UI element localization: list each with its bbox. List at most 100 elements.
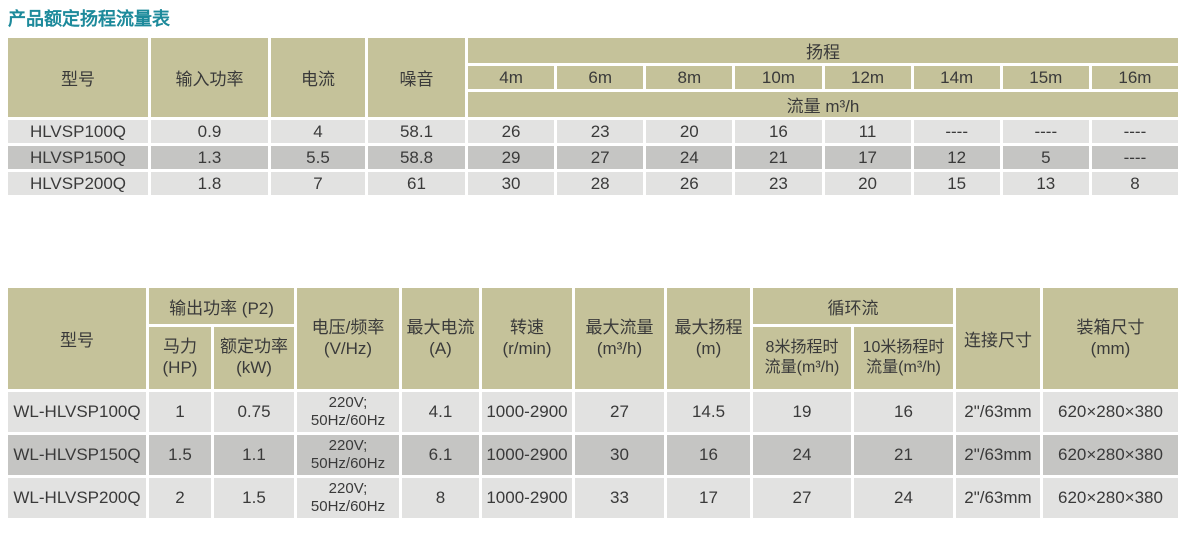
rated-power-cell: 1.5 bbox=[214, 478, 294, 518]
col-header-16m: 16m bbox=[1091, 66, 1178, 89]
col-header-rated-power: 额定功率 (kW) bbox=[214, 327, 294, 389]
connection-size-cell: 2"/63mm bbox=[956, 392, 1040, 432]
col-header-model: 型号 bbox=[8, 288, 146, 389]
rated-head-flow-table: 型号 输入功率 电流 噪音 扬程 4m 6m 8m 10m 12m 14m 15… bbox=[5, 35, 1181, 198]
model-cell: WL-HLVSP200Q bbox=[8, 478, 146, 518]
flow-cell-14m: 15 bbox=[913, 172, 1000, 195]
col-header-8m: 8m bbox=[646, 66, 733, 89]
header-line2: (A) bbox=[429, 338, 452, 358]
horsepower-cell: 1.5 bbox=[149, 435, 211, 475]
flow-at-10m-cell: 24 bbox=[854, 478, 953, 518]
col-header-14m: 14m bbox=[913, 66, 1000, 89]
flow-cell-15m: 5 bbox=[1002, 146, 1089, 169]
col-header-12m: 12m bbox=[824, 66, 911, 89]
voltage-cell: 220V; 50Hz/60Hz bbox=[297, 435, 399, 475]
flow-at-8m-cell: 24 bbox=[753, 435, 851, 475]
header-line2: (r/min) bbox=[502, 338, 552, 358]
header-line2: (mm) bbox=[1090, 338, 1131, 358]
current-cell: 7 bbox=[271, 172, 365, 195]
header-line2: (m³/h) bbox=[596, 338, 643, 358]
max-head-cell: 14.5 bbox=[667, 392, 750, 432]
speed-cell: 1000-2900 bbox=[482, 435, 572, 475]
flow-cell-8m: 20 bbox=[646, 120, 733, 143]
current-cell: 4 bbox=[271, 120, 365, 143]
col-group-head: 扬程 bbox=[468, 38, 1178, 63]
col-header-model: 型号 bbox=[8, 38, 148, 117]
flow-cell-8m: 26 bbox=[646, 172, 733, 195]
max-head-cell: 17 bbox=[667, 478, 750, 518]
max-current-cell: 4.1 bbox=[402, 392, 479, 432]
flow-cell-15m: 13 bbox=[1002, 172, 1089, 195]
flow-cell-4m: 26 bbox=[468, 120, 555, 143]
product-spec-table: 型号 输出功率 (P2) 电压/频率 (V/Hz) 最大电流 (A) 转速 (r… bbox=[5, 285, 1181, 521]
voltage-line2: 50Hz/60Hz bbox=[310, 498, 386, 515]
current-cell: 5.5 bbox=[271, 146, 365, 169]
header-line1: 10米扬程时 bbox=[862, 339, 945, 357]
header-line2: (kW) bbox=[236, 358, 272, 377]
input-power-cell: 1.8 bbox=[151, 172, 268, 195]
model-cell: HLVSP100Q bbox=[8, 120, 148, 143]
page-title: 产品额定扬程流量表 bbox=[8, 9, 170, 29]
col-header-packing-size: 装箱尺寸 (mm) bbox=[1043, 288, 1178, 389]
voltage-line1: 220V; bbox=[328, 394, 368, 411]
col-header-current: 电流 bbox=[271, 38, 365, 117]
horsepower-cell: 1 bbox=[149, 392, 211, 432]
max-current-cell: 8 bbox=[402, 478, 479, 518]
header-line1: 8米扬程时 bbox=[765, 339, 839, 357]
flow-cell-4m: 30 bbox=[468, 172, 555, 195]
flow-cell-12m: 11 bbox=[824, 120, 911, 143]
flow-at-8m-cell: 19 bbox=[753, 392, 851, 432]
header-line2: (m) bbox=[695, 338, 722, 358]
noise-cell: 58.1 bbox=[368, 120, 465, 143]
flow-cell-16m: ---- bbox=[1091, 146, 1178, 169]
col-header-10m: 10m bbox=[735, 66, 822, 89]
packing-size-cell: 620×280×380 bbox=[1043, 392, 1178, 432]
col-header-flow-at-10m: 10米扬程时 流量(m³/h) bbox=[854, 327, 953, 389]
table-row: HLVSP150Q 1.3 5.5 58.8 29 27 24 21 17 12… bbox=[8, 146, 1178, 169]
flow-cell-10m: 16 bbox=[735, 120, 822, 143]
col-header-horsepower: 马力 (HP) bbox=[149, 327, 211, 389]
connection-size-cell: 2"/63mm bbox=[956, 435, 1040, 475]
col-header-input-power: 输入功率 bbox=[151, 38, 268, 117]
header-line1: 最大电流 bbox=[406, 317, 475, 337]
voltage-line2: 50Hz/60Hz bbox=[310, 455, 386, 472]
flow-cell-10m: 21 bbox=[735, 146, 822, 169]
flow-cell-6m: 23 bbox=[557, 120, 644, 143]
model-cell: WL-HLVSP100Q bbox=[8, 392, 146, 432]
model-cell: HLVSP150Q bbox=[8, 146, 148, 169]
col-header-6m: 6m bbox=[557, 66, 644, 89]
max-flow-cell: 27 bbox=[575, 392, 664, 432]
header-line1: 电压/频率 bbox=[311, 317, 385, 337]
header-line2: 流量(m³/h) bbox=[764, 359, 840, 376]
max-flow-cell: 30 bbox=[575, 435, 664, 475]
speed-cell: 1000-2900 bbox=[482, 392, 572, 432]
max-current-cell: 6.1 bbox=[402, 435, 479, 475]
col-header-noise: 噪音 bbox=[368, 38, 465, 117]
flow-at-10m-cell: 21 bbox=[854, 435, 953, 475]
packing-size-cell: 620×280×380 bbox=[1043, 435, 1178, 475]
noise-cell: 58.8 bbox=[368, 146, 465, 169]
flow-cell-4m: 29 bbox=[468, 146, 555, 169]
flow-cell-12m: 20 bbox=[824, 172, 911, 195]
flow-cell-8m: 24 bbox=[646, 146, 733, 169]
flow-cell-14m: ---- bbox=[913, 120, 1000, 143]
flow-unit-banner: 流量 m³/h bbox=[468, 92, 1178, 117]
flow-cell-10m: 23 bbox=[735, 172, 822, 195]
flow-cell-15m: ---- bbox=[1002, 120, 1089, 143]
table-row: WL-HLVSP150Q 1.5 1.1 220V; 50Hz/60Hz 6.1… bbox=[8, 435, 1178, 475]
header-line1: 装箱尺寸 bbox=[1076, 317, 1145, 337]
table-row: WL-HLVSP200Q 2 1.5 220V; 50Hz/60Hz 8 100… bbox=[8, 478, 1178, 518]
packing-size-cell: 620×280×380 bbox=[1043, 478, 1178, 518]
header-line2: 流量(m³/h) bbox=[866, 359, 941, 376]
flow-cell-14m: 12 bbox=[913, 146, 1000, 169]
col-header-max-flow: 最大流量 (m³/h) bbox=[575, 288, 664, 389]
col-header-15m: 15m bbox=[1002, 66, 1089, 89]
header-line2: (HP) bbox=[162, 358, 198, 377]
col-header-speed: 转速 (r/min) bbox=[482, 288, 572, 389]
col-group-circulation-flow: 循环流 bbox=[753, 288, 953, 324]
rated-power-cell: 0.75 bbox=[214, 392, 294, 432]
rated-power-cell: 1.1 bbox=[214, 435, 294, 475]
input-power-cell: 0.9 bbox=[151, 120, 268, 143]
header-line1: 马力 bbox=[163, 337, 197, 357]
header-line1: 最大流量 bbox=[585, 317, 654, 337]
